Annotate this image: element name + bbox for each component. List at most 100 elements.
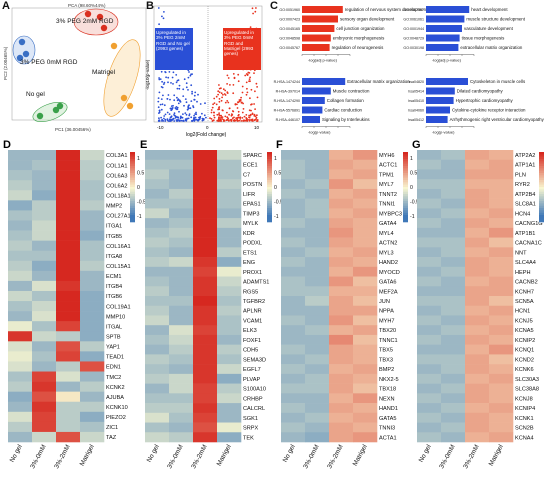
volcano-point — [195, 113, 198, 116]
heatmap-cell — [465, 393, 490, 404]
volcano-point — [176, 119, 178, 122]
volcano-point — [159, 103, 162, 106]
enrichment-term: Dilated cardiomyopathy — [457, 89, 504, 94]
heatmap-cell — [217, 344, 242, 355]
heatmap-cell — [56, 280, 81, 292]
enrichment-term-id: GO:0045165 — [279, 27, 300, 31]
heatmap-cell — [329, 276, 354, 287]
heatmap-gene-label: NNT — [515, 250, 527, 256]
heatmap-cell — [353, 257, 378, 268]
volcano-point — [164, 118, 167, 121]
heatmap-cell — [32, 240, 57, 251]
heatmap-cell — [145, 344, 170, 355]
enrichment-term-id: GO:0048598 — [279, 37, 300, 41]
heatmap-cell — [56, 431, 81, 443]
heatmap-gene-label: S100A10 — [243, 387, 266, 393]
legend-swatch — [539, 152, 544, 155]
legend-tick: 0.5 — [274, 171, 281, 177]
heatmap-gene-label: KCNJ8 — [515, 396, 533, 402]
heatmap-cell — [32, 421, 57, 433]
heatmap-gene-label: HAND2 — [379, 260, 398, 266]
legend-swatch — [267, 196, 272, 199]
heatmap-cell — [353, 286, 378, 297]
heatmap-cell — [353, 422, 378, 433]
heatmap-cell — [217, 198, 242, 209]
enrichment-term: tissue morphogenesis — [462, 36, 506, 41]
heatmap-gene-label: ZIC1 — [106, 425, 118, 431]
heatmap-gene-label: FOXF1 — [243, 338, 261, 344]
heatmap-cell — [281, 198, 306, 209]
heatmap-cell — [217, 150, 242, 161]
heatmap-cell — [417, 227, 442, 238]
heatmap-cell — [193, 159, 218, 170]
heatmap-cell — [489, 257, 514, 268]
volcano-point — [223, 93, 226, 95]
legend-swatch — [403, 198, 408, 202]
volcano-point — [212, 103, 214, 106]
heatmap-cell — [281, 257, 306, 268]
heatmap-cell — [417, 412, 442, 423]
heatmap-cell — [281, 364, 306, 375]
heatmap-gene-label: LIFR — [243, 192, 255, 198]
legend-swatch — [539, 184, 544, 188]
heatmap-cell — [353, 218, 378, 229]
volcano-point — [218, 117, 221, 119]
heatmap-gene-label: MYLK — [243, 221, 259, 227]
volcano-point — [249, 113, 252, 116]
volcano-point — [193, 114, 195, 117]
heatmap-column-label: Matrigel — [352, 443, 369, 467]
heatmap-gene-label: SCN2B — [515, 426, 534, 432]
volcano-point — [220, 114, 222, 117]
heatmap-cell — [441, 354, 466, 365]
volcano-point — [218, 84, 220, 86]
volcano-xlabel: log2(Fold change) — [186, 132, 227, 138]
heatmap-cell — [305, 315, 330, 326]
heatmap-cell — [417, 247, 442, 258]
heatmap-cell — [417, 198, 442, 209]
enrichment-term-id: hsa04820 — [408, 80, 424, 84]
heatmap-cell — [353, 179, 378, 190]
volcano-point — [240, 101, 243, 104]
legend-swatch — [403, 163, 408, 167]
heatmap-gene-label: COL27A1 — [106, 214, 131, 220]
heatmap-cell — [145, 257, 170, 268]
legend-swatch — [130, 152, 135, 155]
heatmap-cell — [465, 247, 490, 258]
heatmap-cell — [32, 311, 57, 322]
heatmap-cell — [305, 364, 330, 375]
volcano-point — [176, 79, 179, 82]
heatmap-cell — [353, 150, 378, 161]
heatmap-gene-label: ATP1A1 — [515, 163, 535, 169]
volcano-point — [249, 76, 251, 79]
volcano-point — [191, 92, 193, 95]
heatmap-cell — [417, 266, 442, 277]
heatmap-cell — [305, 198, 330, 209]
heatmap-column-label: 3%-0mM — [438, 444, 456, 470]
heatmap-cell — [489, 373, 514, 384]
volcano-point — [248, 78, 251, 80]
volcano-point — [253, 115, 256, 117]
heatmap-cell — [441, 296, 466, 307]
heatmap-cell — [489, 315, 514, 326]
heatmap-gene-label: TBX5 — [379, 348, 393, 354]
heatmap-cell — [281, 266, 306, 277]
heatmap-gene-label: TPM1 — [379, 172, 394, 178]
volcano-point — [229, 84, 231, 86]
volcano-point — [185, 113, 188, 116]
heatmap-cell — [465, 354, 490, 365]
heatmap-cell — [281, 412, 306, 423]
volcano-point — [167, 94, 170, 96]
legend-swatch — [539, 196, 544, 199]
heatmap-cell — [489, 208, 514, 219]
heatmap-cell — [169, 305, 194, 316]
heatmap-cell — [8, 280, 33, 292]
heatmap-cell — [169, 373, 194, 384]
heatmap-cell — [80, 321, 105, 332]
heatmap-cell — [56, 361, 81, 372]
volcano-point — [166, 98, 169, 100]
heatmap-cell — [417, 286, 442, 297]
heatmap-cell — [281, 296, 306, 307]
volcano-point — [217, 90, 220, 93]
volcano-point — [215, 95, 218, 98]
heatmap-cell — [145, 373, 170, 384]
